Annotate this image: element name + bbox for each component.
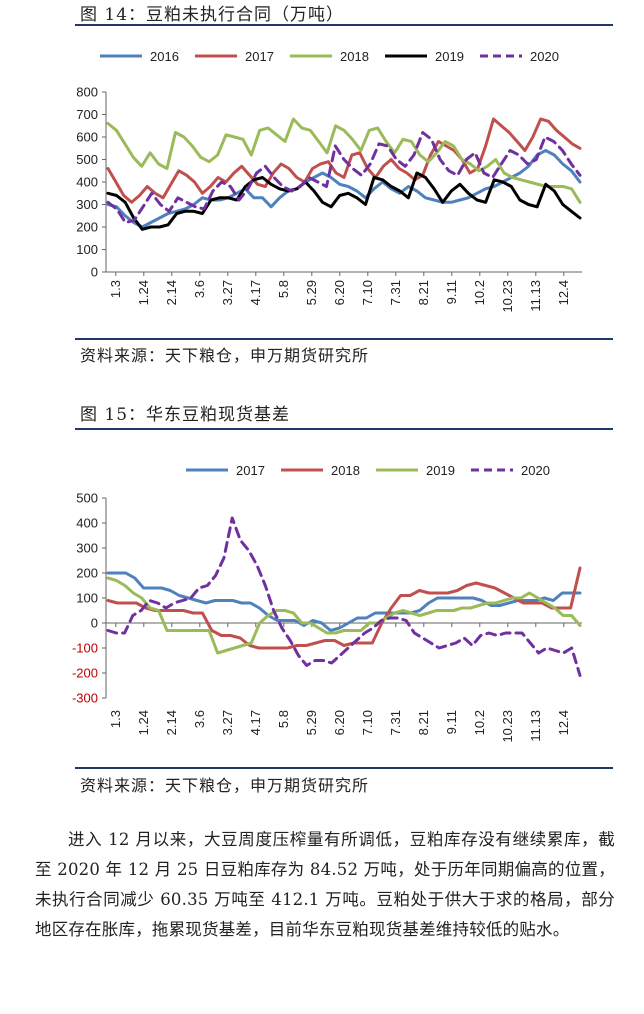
y-tick-label: 0 xyxy=(91,265,98,280)
y-tick-label: 100 xyxy=(76,242,98,257)
legend: 2016 2017 2018 2019 2020 xyxy=(100,49,559,64)
x-tick-label: 8.21 xyxy=(416,280,431,305)
y-tick-label: 700 xyxy=(76,107,98,122)
x-tick-label: 5.29 xyxy=(304,280,319,305)
series-line-2018 xyxy=(106,117,582,204)
y-tick-label: 0 xyxy=(91,616,98,631)
y-tick-label: 500 xyxy=(76,491,98,506)
figure1-bottom-rule xyxy=(75,338,613,340)
y-tick-label: -300 xyxy=(72,691,98,706)
x-tick-label: 5.8 xyxy=(276,710,291,728)
figure2-source: 资料来源：天下粮仓，申万期货研究所 xyxy=(80,776,370,795)
series-line-2017 xyxy=(106,571,582,632)
series-line-2018 xyxy=(106,566,582,650)
x-tick-label: 1.3 xyxy=(108,710,123,728)
x-tick-label: 2.14 xyxy=(164,280,179,305)
series-line-2020 xyxy=(106,516,582,677)
series-line-2016 xyxy=(106,149,582,229)
x-tick-label: 7.31 xyxy=(388,280,403,305)
x-tick-label: 3.27 xyxy=(220,710,235,735)
y-tick-label: 600 xyxy=(76,130,98,145)
y-tick-label: 200 xyxy=(76,566,98,581)
legend-label-2016: 2016 xyxy=(150,49,179,64)
x-tick-label: 7.31 xyxy=(388,710,403,735)
x-tick-label: 9.11 xyxy=(444,710,459,734)
x-tick-label: 11.13 xyxy=(528,280,543,312)
x-tick-label: 10.23 xyxy=(500,280,515,313)
x-tick-label: 1.24 xyxy=(136,280,151,305)
x-tick-label: 1.3 xyxy=(108,280,123,298)
x-tick-label: 12.4 xyxy=(556,710,571,735)
x-tick-label: 1.24 xyxy=(136,710,151,735)
y-tick-label: 100 xyxy=(76,591,98,606)
x-tick-label: 6.20 xyxy=(332,710,347,735)
legend-label-2020: 2020 xyxy=(521,463,550,478)
x-tick-label: 7.10 xyxy=(360,710,375,735)
y-tick-label: 200 xyxy=(76,220,98,235)
y-tick-label: 800 xyxy=(76,85,98,100)
chart-east-china-basis: 2017 2018 2019 2020 -300 -200 -100 0 100 200 300 40… xyxy=(72,463,582,743)
legend-label-2017: 2017 xyxy=(245,49,274,64)
x-tick-label: 7.10 xyxy=(360,280,375,305)
y-tick-label: 400 xyxy=(76,516,98,531)
x-tick-label: 10.23 xyxy=(500,710,515,743)
x-tick-label: 12.4 xyxy=(556,280,571,305)
legend-label-2019: 2019 xyxy=(435,49,464,64)
y-tick-label: -200 xyxy=(72,666,98,681)
series-line-2019 xyxy=(106,576,582,655)
y-tick-label: 500 xyxy=(76,152,98,167)
figure2-title: 图 15：华东豆粕现货基差 xyxy=(80,405,291,425)
chart-unexecuted-contracts: 2016 2017 2018 2019 2020 0 100 200 300 400 500 600 7… xyxy=(76,49,582,313)
figure1-title: 图 14：豆粕未执行合同（万吨） xyxy=(80,5,345,25)
y-tick-label: -100 xyxy=(72,641,98,656)
x-tick-label: 8.21 xyxy=(416,710,431,735)
legend-label-2017: 2017 xyxy=(236,463,265,478)
legend-label-2018: 2018 xyxy=(331,463,360,478)
x-tick-label: 10.2 xyxy=(472,710,487,735)
y-tick-label: 300 xyxy=(76,197,98,212)
x-tick-label: 3.6 xyxy=(192,280,207,298)
series-line-2017 xyxy=(106,117,582,204)
series-line-2020 xyxy=(106,131,582,224)
x-tick-label: 3.27 xyxy=(220,280,235,305)
figure1-top-rule xyxy=(75,24,613,26)
x-tick-label: 9.11 xyxy=(444,280,459,304)
x-tick-label: 3.6 xyxy=(192,710,207,728)
x-tick-label: 5.8 xyxy=(276,280,291,298)
y-tick-label: 400 xyxy=(76,175,98,190)
legend-label-2018: 2018 xyxy=(340,49,369,64)
analysis-paragraph: 进入 12 月以来，大豆周度压榨量有所调低，豆粕库存没有继续累库，截至 2020… xyxy=(35,830,615,939)
series-line-2019 xyxy=(106,171,582,231)
figure2-top-rule xyxy=(75,428,613,430)
x-tick-label: 5.29 xyxy=(304,710,319,735)
legend: 2017 2018 2019 2020 xyxy=(186,463,550,478)
y-tick-label: 300 xyxy=(76,541,98,556)
legend-label-2019: 2019 xyxy=(426,463,455,478)
x-tick-label: 6.20 xyxy=(332,280,347,305)
x-tick-label: 11.13 xyxy=(528,710,543,742)
x-tick-label: 4.17 xyxy=(248,280,263,305)
figure2-bottom-rule xyxy=(75,767,613,769)
figure1-source: 资料来源：天下粮仓，申万期货研究所 xyxy=(80,346,370,365)
x-tick-label: 4.17 xyxy=(248,710,263,735)
legend-label-2020: 2020 xyxy=(530,49,559,64)
x-tick-label: 10.2 xyxy=(472,280,487,305)
x-tick-label: 2.14 xyxy=(164,710,179,735)
